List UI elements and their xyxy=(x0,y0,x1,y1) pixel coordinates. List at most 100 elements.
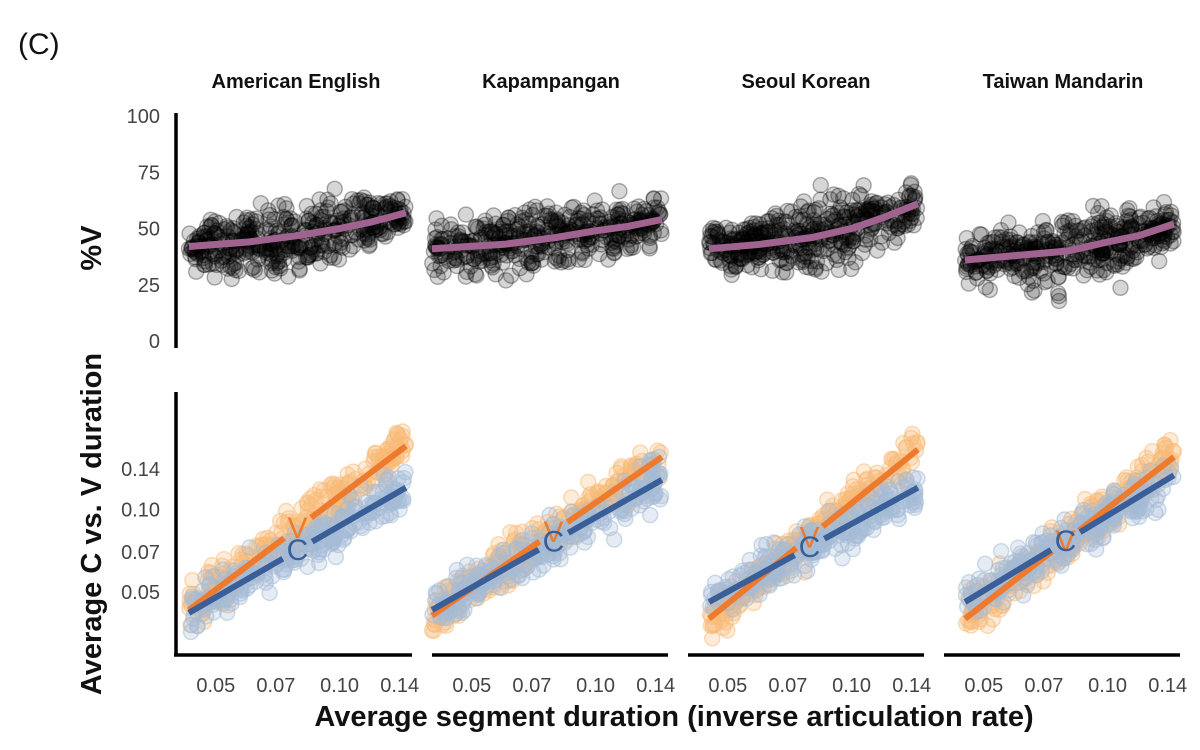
top-data-point xyxy=(352,191,370,209)
top-data-point xyxy=(303,205,320,223)
top-data-point xyxy=(307,245,324,262)
top-data-point xyxy=(487,224,504,242)
top-data-point xyxy=(825,246,843,263)
top-data-point xyxy=(1121,199,1138,217)
top-data-point xyxy=(372,195,390,213)
top-data-point xyxy=(485,248,502,266)
top-data-point xyxy=(534,215,551,233)
top-data-point xyxy=(315,208,332,226)
top-data-point xyxy=(350,231,367,248)
top-data-point xyxy=(468,218,485,235)
top-data-point xyxy=(1155,193,1173,211)
top-data-point xyxy=(495,216,512,234)
top-data-point xyxy=(260,250,277,267)
top-data-point xyxy=(1050,268,1067,286)
top-data-point xyxy=(364,199,382,216)
top-data-point xyxy=(300,212,317,230)
top-data-point xyxy=(389,191,406,209)
c-data-point xyxy=(330,536,347,554)
top-data-point xyxy=(468,267,485,284)
top-data-point xyxy=(238,211,255,229)
top-data-point xyxy=(487,266,504,283)
top-data-point xyxy=(267,258,284,276)
top-data-point xyxy=(906,183,923,201)
top-data-point xyxy=(561,208,579,226)
top-data-point xyxy=(576,251,593,269)
top-data-point xyxy=(604,208,621,226)
top-data-point xyxy=(550,251,567,269)
c-data-point xyxy=(642,506,659,524)
top-data-point xyxy=(600,251,617,268)
v-data-point xyxy=(563,489,580,506)
top-data-point xyxy=(1006,267,1023,285)
top-data-point xyxy=(326,237,343,254)
top-data-point xyxy=(570,251,587,268)
top-data-point xyxy=(263,255,280,272)
top-data-point xyxy=(360,237,378,255)
top-data-point xyxy=(319,199,337,216)
top-data-point xyxy=(181,225,198,242)
top-data-point xyxy=(520,254,537,271)
c-data-point xyxy=(354,519,371,537)
top-data-point xyxy=(506,206,524,224)
top-data-point xyxy=(260,202,277,219)
top-data-point xyxy=(313,211,330,229)
top-data-point xyxy=(862,231,879,248)
top-data-point xyxy=(1095,261,1112,279)
top-data-point xyxy=(641,237,658,255)
top-data-point xyxy=(1000,214,1017,231)
top-data-point xyxy=(485,207,502,224)
top-data-point xyxy=(279,241,297,258)
top-data-point xyxy=(606,244,623,261)
top-data-point xyxy=(498,247,515,264)
top-data-point xyxy=(364,199,381,216)
top-data-point xyxy=(319,191,336,209)
top-data-point xyxy=(511,218,528,235)
top-data-point xyxy=(427,221,444,238)
top-data-point xyxy=(299,249,316,266)
top-data-point xyxy=(549,212,566,230)
x-tick-label: 0.10 xyxy=(576,675,615,697)
top-data-point xyxy=(465,250,483,267)
top-data-point xyxy=(238,217,255,235)
top-data-point xyxy=(206,213,224,230)
top-data-point xyxy=(501,223,518,240)
v-data-point xyxy=(386,431,403,448)
top-data-point xyxy=(206,248,223,265)
c-data-point xyxy=(1015,587,1032,604)
top-data-point xyxy=(807,261,824,278)
top-data-point xyxy=(344,237,362,255)
top-data-point xyxy=(267,241,284,259)
top-data-point xyxy=(284,242,301,259)
top-data-point xyxy=(652,190,670,207)
top-data-point xyxy=(509,220,526,238)
top-data-point xyxy=(560,251,577,268)
top-data-point xyxy=(572,210,590,227)
top-data-point xyxy=(276,244,293,261)
c-series-label: C xyxy=(287,534,309,567)
top-data-point xyxy=(580,240,597,257)
top-data-point xyxy=(908,209,925,227)
top-data-point xyxy=(229,246,247,264)
top-data-point xyxy=(318,203,335,220)
v-data-point xyxy=(339,466,356,483)
top-data-point xyxy=(499,212,516,230)
top-data-point xyxy=(484,223,501,240)
top-data-point xyxy=(263,262,281,279)
c-series-label: C xyxy=(799,531,821,564)
top-data-point xyxy=(549,211,566,228)
top-data-point xyxy=(356,193,373,210)
top-data-point xyxy=(351,195,368,212)
x-tick-label: 0.05 xyxy=(452,675,491,697)
top-data-point xyxy=(609,206,627,223)
top-data-point xyxy=(219,260,237,277)
top-data-point xyxy=(214,249,231,266)
x-tick-label: 0.14 xyxy=(892,675,931,697)
top-data-point xyxy=(271,247,289,265)
top-data-point xyxy=(474,252,491,269)
bottom-y-axis-title: Average C vs. V duration xyxy=(76,353,108,695)
top-data-point xyxy=(196,256,214,274)
top-data-point xyxy=(276,241,293,259)
top-data-point xyxy=(369,194,387,212)
